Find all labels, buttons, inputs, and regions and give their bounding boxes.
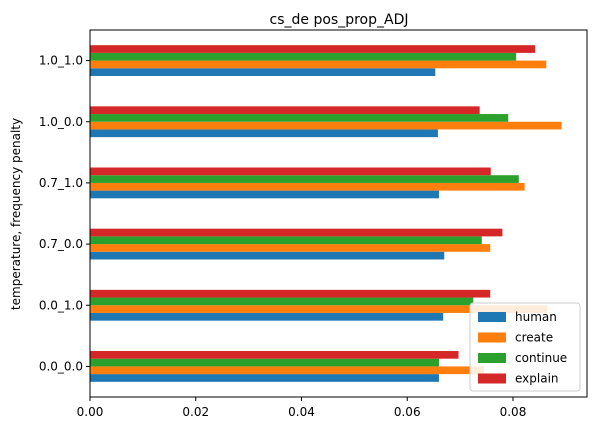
bar-explain-0.0_0.0	[90, 351, 459, 359]
bar-continue-1.0_0.0	[90, 114, 509, 122]
bar-human-0.0_1.0	[90, 312, 444, 321]
y-tick-label: 0.0_1.0	[39, 298, 83, 312]
legend-swatch-create	[478, 332, 506, 343]
bars-group	[90, 45, 562, 382]
x-tick-label: 0.08	[500, 405, 527, 419]
bar-human-0.7_1.0	[90, 190, 439, 199]
bar-explain-1.0_1.0	[90, 45, 536, 53]
bar-create-0.7_0.0	[90, 244, 491, 252]
legend: human create continue explain	[469, 302, 581, 392]
x-tick-label: 0.00	[77, 405, 104, 419]
legend-label-create: create	[515, 331, 553, 345]
bar-continue-0.7_1.0	[90, 175, 519, 183]
y-tick-label: 0.7_0.0	[39, 237, 83, 251]
x-tick-label: 0.02	[182, 405, 209, 419]
plot-frame	[89, 29, 588, 398]
bar-human-1.0_0.0	[90, 129, 438, 138]
bar-create-0.0_1.0	[90, 305, 548, 313]
legend-label-human: human	[515, 310, 557, 324]
legend-swatch-human	[478, 312, 506, 322]
y-ticks: 0.0_0.0 0.0_1.0 0.7_0.0 0.7_1.0 1.0_0.0 1.0_1…	[39, 54, 90, 373]
y-axis-label: temperature, frequency penalty	[9, 118, 23, 310]
y-tick-label: 0.0_0.0	[39, 359, 83, 373]
bar-explain-0.7_0.0	[90, 228, 503, 237]
y-tick-label: 1.0_1.0	[39, 54, 83, 68]
bar-continue-0.7_0.0	[90, 236, 482, 245]
bar-create-0.7_1.0	[90, 182, 525, 191]
chart-title: cs_de pos_prop_ADJ	[270, 12, 409, 28]
bar-create-0.0_0.0	[90, 366, 484, 375]
bar-explain-0.7_1.0	[90, 167, 491, 176]
legend-label-explain: explain	[515, 372, 559, 386]
y-tick-label: 1.0_0.0	[39, 115, 83, 129]
y-tick-label: 0.7_1.0	[39, 176, 83, 190]
bar-explain-0.0_1.0	[90, 289, 491, 298]
bar-explain-1.0_0.0	[90, 106, 480, 115]
legend-box	[469, 302, 581, 392]
legend-swatch-continue	[478, 353, 506, 363]
bar-continue-0.0_0.0	[90, 358, 439, 367]
x-tick-label: 0.04	[288, 405, 315, 419]
bar-human-1.0_1.0	[90, 68, 436, 76]
x-ticks: 0.00 0.02 0.04 0.06 0.08	[77, 397, 527, 419]
bar-continue-0.0_1.0	[90, 297, 474, 306]
x-tick-label: 0.06	[394, 405, 421, 419]
bar-human-0.0_0.0	[90, 374, 439, 382]
bar-human-0.7_0.0	[90, 251, 445, 260]
bar-continue-1.0_1.0	[90, 52, 517, 61]
bar-create-1.0_0.0	[90, 121, 562, 130]
legend-swatch-explain	[478, 373, 506, 384]
bar-create-1.0_1.0	[90, 60, 547, 69]
legend-label-continue: continue	[515, 351, 567, 365]
